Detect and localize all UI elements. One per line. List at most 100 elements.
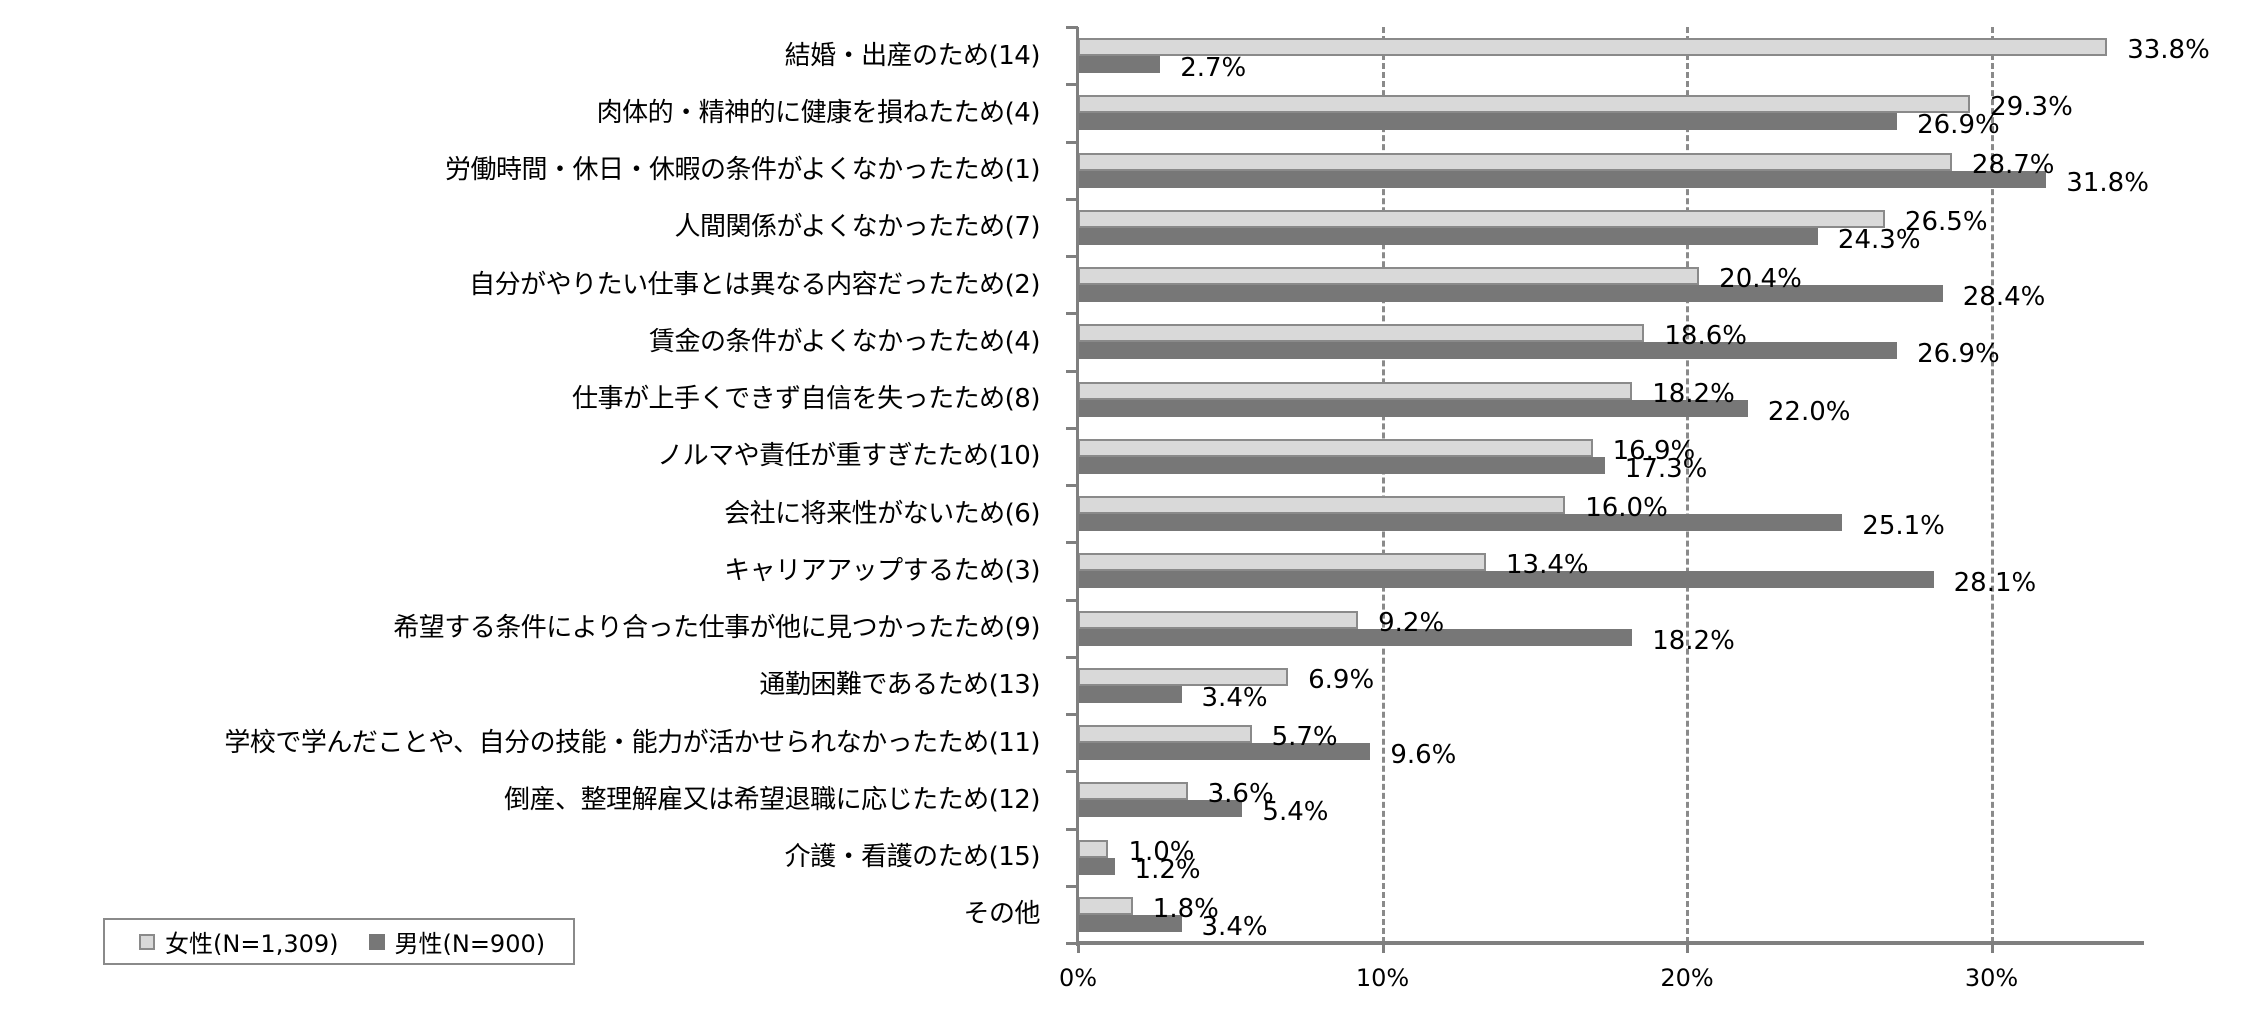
category-label: 学校で学んだことや、自分の技能・能力が活かせられなかったため(11) [224,727,1040,758]
bar-female [1078,667,1289,686]
x-tick-label: 20% [1660,964,1714,992]
bar-female [1078,38,2108,56]
value-label-male: 3.4% [1201,682,1268,713]
bar-female [1078,496,1566,514]
category-label: 倒産、整理解雇又は希望退職に応じたため(12) [504,784,1040,815]
bar-female [1078,725,1252,743]
gridline-10 [1381,27,1385,943]
value-label-male: 17.3% [1624,453,1708,484]
value-label-male: 5.4% [1262,797,1329,828]
value-label-male: 3.4% [1201,911,1268,942]
value-label-female: 26.5% [1904,206,1988,237]
value-label-female: 5.7% [1271,722,1338,752]
value-label-female: 13.4% [1506,550,1589,581]
y-axis-line [1076,27,1079,946]
bar-female [1078,152,1952,171]
value-label-male: 18.2% [1652,625,1735,656]
value-label-female: 9.2% [1378,607,1445,638]
bar-male [1078,227,1818,245]
value-label-female: 1.0% [1128,836,1195,867]
category-label: ノルマや責任が重すぎたため(10) [657,441,1040,472]
category-label: 介護・看護のため(15) [784,842,1041,873]
gridline-30 [1990,27,1994,943]
bar-male [1078,514,1843,531]
bar-female [1078,267,1700,285]
bar-male [1078,571,1934,589]
y-tick [1066,197,1078,201]
bar-male [1078,285,1943,302]
bar-male [1078,914,1182,932]
female-swatch-icon [139,933,155,950]
legend-item-male: 男性(N=900) [368,924,545,959]
legend: 女性(N=1,309) 男性(N=900) [103,918,575,965]
legend-female-label: 女性(N=1,309) [165,930,339,958]
y-tick [1066,942,1078,945]
category-label: 仕事が上手くできず自信を失ったため(8) [571,384,1041,415]
x-tick [1381,941,1385,953]
value-label-female: 18.2% [1652,378,1735,409]
x-tick-label: 10% [1355,964,1410,992]
x-tick [1686,941,1689,953]
value-label-female: 3.6% [1207,779,1274,810]
y-tick [1066,426,1078,430]
category-label: 肉体的・精神的に健康を損ねたため(4) [596,97,1041,128]
value-label-male: 2.7% [1180,53,1247,83]
category-label: 会社に将来性がないため(6) [724,498,1040,529]
value-label-female: 29.3% [1990,92,2073,123]
bar-male [1078,399,1748,417]
bar-male [1078,170,2047,188]
y-tick [1066,541,1078,545]
y-tick [1066,26,1078,29]
y-tick [1066,484,1078,487]
value-label-female: 16.9% [1612,435,1696,466]
bar-male [1078,685,1182,703]
value-label-female: 33.8% [2127,35,2210,65]
value-label-female: 16.0% [1585,493,1668,523]
category-label: 人間関係がよくなかったため(7) [674,212,1040,243]
value-label-female: 18.6% [1664,321,1747,352]
bar-male [1078,56,1161,73]
gridline-20 [1686,27,1689,943]
category-label: 希望する条件により合った仕事が他に見つかったため(9) [393,613,1040,644]
value-label-male: 28.1% [1953,568,2037,599]
y-tick [1066,140,1078,144]
category-label: 賃金の条件がよくなかったため(4) [648,326,1041,357]
bar-male [1078,456,1605,474]
y-tick [1066,369,1078,373]
bar-male [1078,628,1633,646]
y-tick [1066,83,1078,87]
value-label-male: 28.4% [1962,282,2046,312]
category-label: 自分がやりたい仕事とは異なる内容だったため(2) [469,269,1040,300]
category-label: その他 [963,899,1040,930]
value-label-male: 22.0% [1767,396,1851,427]
value-label-male: 26.9% [1917,339,2000,370]
value-label-female: 6.9% [1308,664,1375,695]
value-label-female: 20.4% [1719,264,1802,294]
male-swatch-icon [368,933,385,950]
x-tick [1077,941,1080,953]
bar-female [1078,95,1971,114]
x-tick-label: 0% [1058,964,1098,992]
category-label: 労働時間・休日・休暇の条件がよくなかったため(1) [444,155,1041,186]
bar-female [1078,839,1109,858]
y-tick [1066,770,1078,774]
y-tick [1066,255,1078,258]
value-label-female: 1.8% [1152,893,1219,924]
y-tick [1066,655,1078,659]
bar-male [1078,800,1243,818]
y-tick [1066,598,1078,602]
bar-female [1078,209,1885,228]
value-label-male: 26.9% [1917,110,2000,141]
bar-female [1078,896,1133,915]
value-label-male: 25.1% [1862,511,1945,541]
category-label: 結婚・出産のため(14) [784,40,1041,71]
y-tick [1066,827,1078,831]
bar-female [1078,782,1188,801]
y-tick [1066,312,1078,316]
x-tick-label: 30% [1964,964,2019,992]
bar-male [1078,113,1898,131]
bar-male [1078,342,1898,360]
bar-female [1078,610,1359,629]
x-tick [1990,941,1994,953]
value-label-female: 28.7% [1971,149,2055,180]
